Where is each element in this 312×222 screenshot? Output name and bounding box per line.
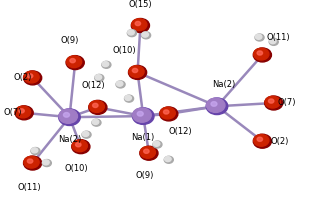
Text: O(11): O(11) bbox=[18, 182, 41, 192]
Circle shape bbox=[144, 149, 149, 153]
Circle shape bbox=[31, 148, 40, 155]
Text: Na(1): Na(1) bbox=[132, 133, 155, 143]
Circle shape bbox=[42, 160, 51, 166]
Circle shape bbox=[163, 110, 169, 114]
Circle shape bbox=[253, 48, 271, 62]
Circle shape bbox=[82, 131, 89, 137]
Text: O(12): O(12) bbox=[82, 81, 105, 90]
Text: Na(2): Na(2) bbox=[212, 80, 236, 89]
Circle shape bbox=[165, 157, 171, 162]
Circle shape bbox=[92, 119, 101, 126]
Circle shape bbox=[254, 48, 269, 60]
Circle shape bbox=[72, 140, 90, 154]
Circle shape bbox=[59, 109, 77, 123]
Circle shape bbox=[59, 109, 80, 125]
Text: O(11): O(11) bbox=[266, 33, 290, 42]
Circle shape bbox=[160, 107, 178, 121]
Circle shape bbox=[116, 81, 123, 86]
Circle shape bbox=[211, 102, 217, 106]
Circle shape bbox=[137, 111, 143, 116]
Text: O(10): O(10) bbox=[65, 164, 88, 173]
Text: Na(2): Na(2) bbox=[58, 135, 81, 144]
Circle shape bbox=[124, 95, 134, 102]
Circle shape bbox=[132, 19, 147, 30]
Circle shape bbox=[268, 99, 274, 103]
Circle shape bbox=[133, 108, 154, 124]
Circle shape bbox=[93, 103, 98, 107]
Circle shape bbox=[257, 51, 262, 55]
Circle shape bbox=[102, 61, 109, 67]
Circle shape bbox=[102, 61, 111, 68]
Circle shape bbox=[66, 56, 82, 68]
Circle shape bbox=[160, 107, 175, 119]
Circle shape bbox=[92, 119, 99, 125]
Circle shape bbox=[70, 59, 75, 63]
Circle shape bbox=[43, 160, 49, 165]
Circle shape bbox=[128, 30, 134, 35]
Circle shape bbox=[76, 143, 81, 147]
Circle shape bbox=[27, 159, 33, 163]
Circle shape bbox=[269, 38, 278, 45]
Circle shape bbox=[89, 100, 107, 114]
Circle shape bbox=[127, 30, 136, 37]
Circle shape bbox=[142, 32, 149, 37]
Circle shape bbox=[129, 66, 144, 77]
Circle shape bbox=[24, 71, 39, 83]
Circle shape bbox=[140, 147, 155, 158]
Text: O(12): O(12) bbox=[168, 127, 192, 136]
Circle shape bbox=[95, 74, 104, 81]
Circle shape bbox=[270, 39, 276, 44]
Circle shape bbox=[23, 71, 42, 85]
Circle shape bbox=[153, 141, 162, 148]
Circle shape bbox=[24, 156, 39, 168]
Circle shape bbox=[19, 109, 24, 113]
Circle shape bbox=[142, 32, 151, 39]
Circle shape bbox=[63, 113, 70, 117]
Text: O(2): O(2) bbox=[13, 73, 32, 82]
Circle shape bbox=[164, 156, 173, 163]
Circle shape bbox=[89, 101, 105, 112]
Circle shape bbox=[255, 34, 264, 41]
Circle shape bbox=[153, 141, 160, 146]
Circle shape bbox=[15, 106, 31, 118]
Circle shape bbox=[23, 156, 42, 170]
Circle shape bbox=[254, 135, 269, 146]
Circle shape bbox=[15, 106, 33, 120]
Circle shape bbox=[31, 148, 38, 153]
Circle shape bbox=[206, 98, 228, 115]
Circle shape bbox=[257, 137, 262, 141]
Text: O(15): O(15) bbox=[129, 0, 152, 9]
Circle shape bbox=[265, 96, 280, 108]
Circle shape bbox=[140, 146, 158, 160]
Circle shape bbox=[82, 131, 91, 138]
Text: O(10): O(10) bbox=[113, 46, 137, 55]
Text: O(9): O(9) bbox=[60, 36, 79, 45]
Circle shape bbox=[135, 22, 141, 26]
Circle shape bbox=[207, 98, 225, 112]
Circle shape bbox=[95, 75, 102, 80]
Circle shape bbox=[253, 134, 271, 148]
Text: O(9): O(9) bbox=[135, 170, 154, 180]
Circle shape bbox=[265, 96, 283, 110]
Circle shape bbox=[129, 65, 147, 79]
Circle shape bbox=[125, 95, 131, 100]
Circle shape bbox=[116, 81, 125, 88]
Circle shape bbox=[133, 108, 151, 122]
Circle shape bbox=[27, 74, 33, 78]
Circle shape bbox=[66, 56, 84, 69]
Text: O(7): O(7) bbox=[277, 99, 296, 107]
Circle shape bbox=[131, 18, 149, 32]
Text: O(7): O(7) bbox=[3, 108, 22, 117]
Circle shape bbox=[255, 34, 262, 39]
Circle shape bbox=[72, 140, 87, 152]
Circle shape bbox=[132, 68, 138, 73]
Text: O(2): O(2) bbox=[270, 137, 289, 146]
